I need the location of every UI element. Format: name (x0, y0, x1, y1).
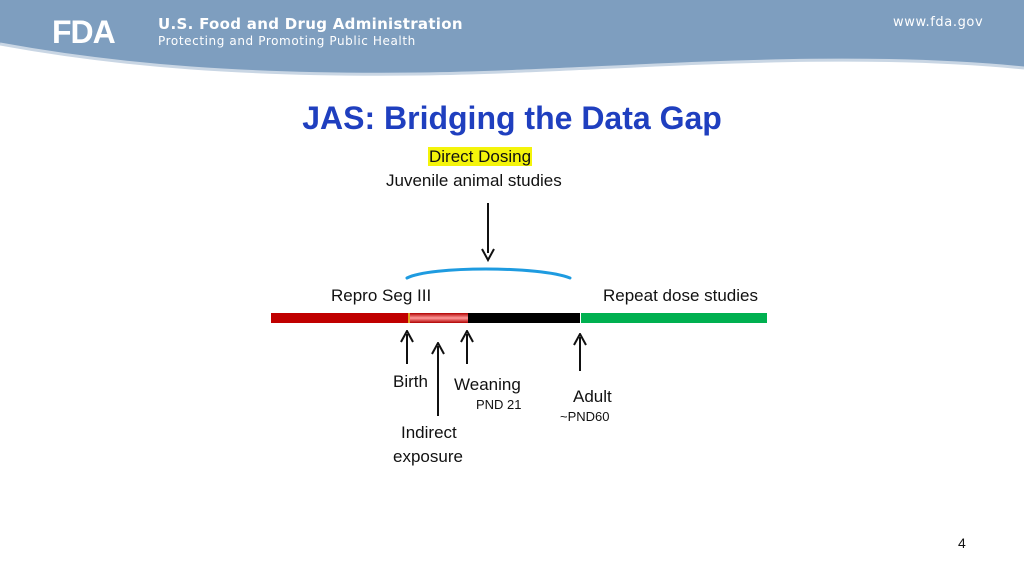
weaning-pnd-label: PND 21 (476, 397, 522, 412)
perinatal-timeline-segment (408, 313, 470, 323)
adult-arrow (573, 333, 587, 371)
agency-tagline: Protecting and Promoting Public Health (158, 34, 416, 48)
indirect-label: Indirect (401, 423, 457, 442)
fda-logo: FDA (52, 14, 116, 50)
header-banner: FDA U.S. Food and Drug Administration Pr… (0, 0, 1024, 90)
birth-label: Birth (393, 372, 428, 391)
direct-dosing-label: Direct Dosing (428, 147, 533, 167)
indirect-exposure-arrow (431, 342, 445, 416)
direct-dosing-arrow (481, 203, 495, 263)
juvenile-bracket-arc (405, 267, 572, 280)
adult-label: Adult (573, 387, 612, 406)
birth-arrow (400, 330, 414, 364)
agency-name: U.S. Food and Drug Administration (158, 15, 463, 33)
adult-pnd-label: ~PND60 (560, 409, 610, 424)
weaning-arrow (460, 330, 474, 364)
weaning-label: Weaning (454, 375, 521, 394)
slide-title: JAS: Bridging the Data Gap (302, 100, 722, 136)
repro-timeline-segment (271, 313, 408, 323)
exposure-label: exposure (393, 447, 463, 466)
page-number: 4 (958, 535, 966, 551)
repeat-dose-label: Repeat dose studies (603, 286, 758, 305)
repro-seg-label: Repro Seg III (331, 286, 432, 305)
direct-dosing-highlight: Direct Dosing (428, 147, 533, 166)
juvenile-studies-label: Juvenile animal studies (386, 171, 562, 190)
juvenile-timeline-segment (468, 313, 580, 323)
header-background (0, 0, 1024, 76)
website-url: www.fda.gov (893, 15, 984, 30)
adult-timeline-segment (581, 313, 767, 323)
